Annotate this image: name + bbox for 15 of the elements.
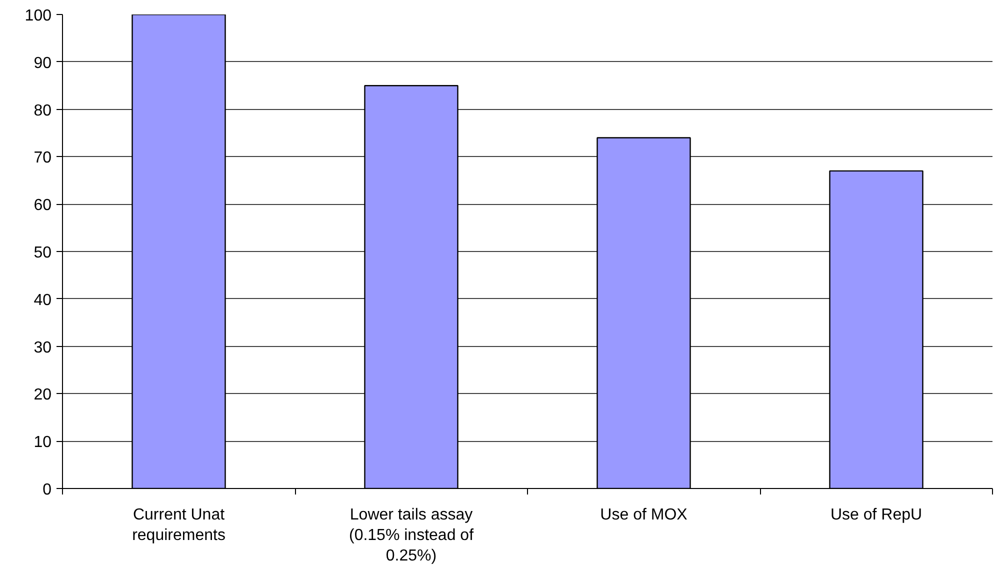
y-tick-label: 20: [34, 386, 52, 404]
y-tick-label: 80: [34, 102, 52, 120]
x-tick-label: Use of MOX: [600, 506, 688, 524]
x-tick-label: Lower tails assay (0.15% instead of 0.25%): [348, 506, 474, 564]
x-tick-label: Current Unat requirements: [132, 506, 226, 544]
y-tick-label: 40: [34, 292, 52, 309]
y-tick-label: 60: [34, 197, 52, 214]
y-tick-label: 70: [34, 150, 52, 167]
x-tick-label: Use of RepU: [830, 506, 922, 524]
y-tick-label: 10: [34, 434, 52, 452]
y-tick-label: 0: [42, 482, 52, 498]
y-tick-label: 90: [34, 54, 52, 72]
y-tick-label: 100: [24, 8, 52, 24]
y-tick-label: 30: [34, 339, 52, 356]
y-tick-label: 50: [34, 244, 52, 262]
